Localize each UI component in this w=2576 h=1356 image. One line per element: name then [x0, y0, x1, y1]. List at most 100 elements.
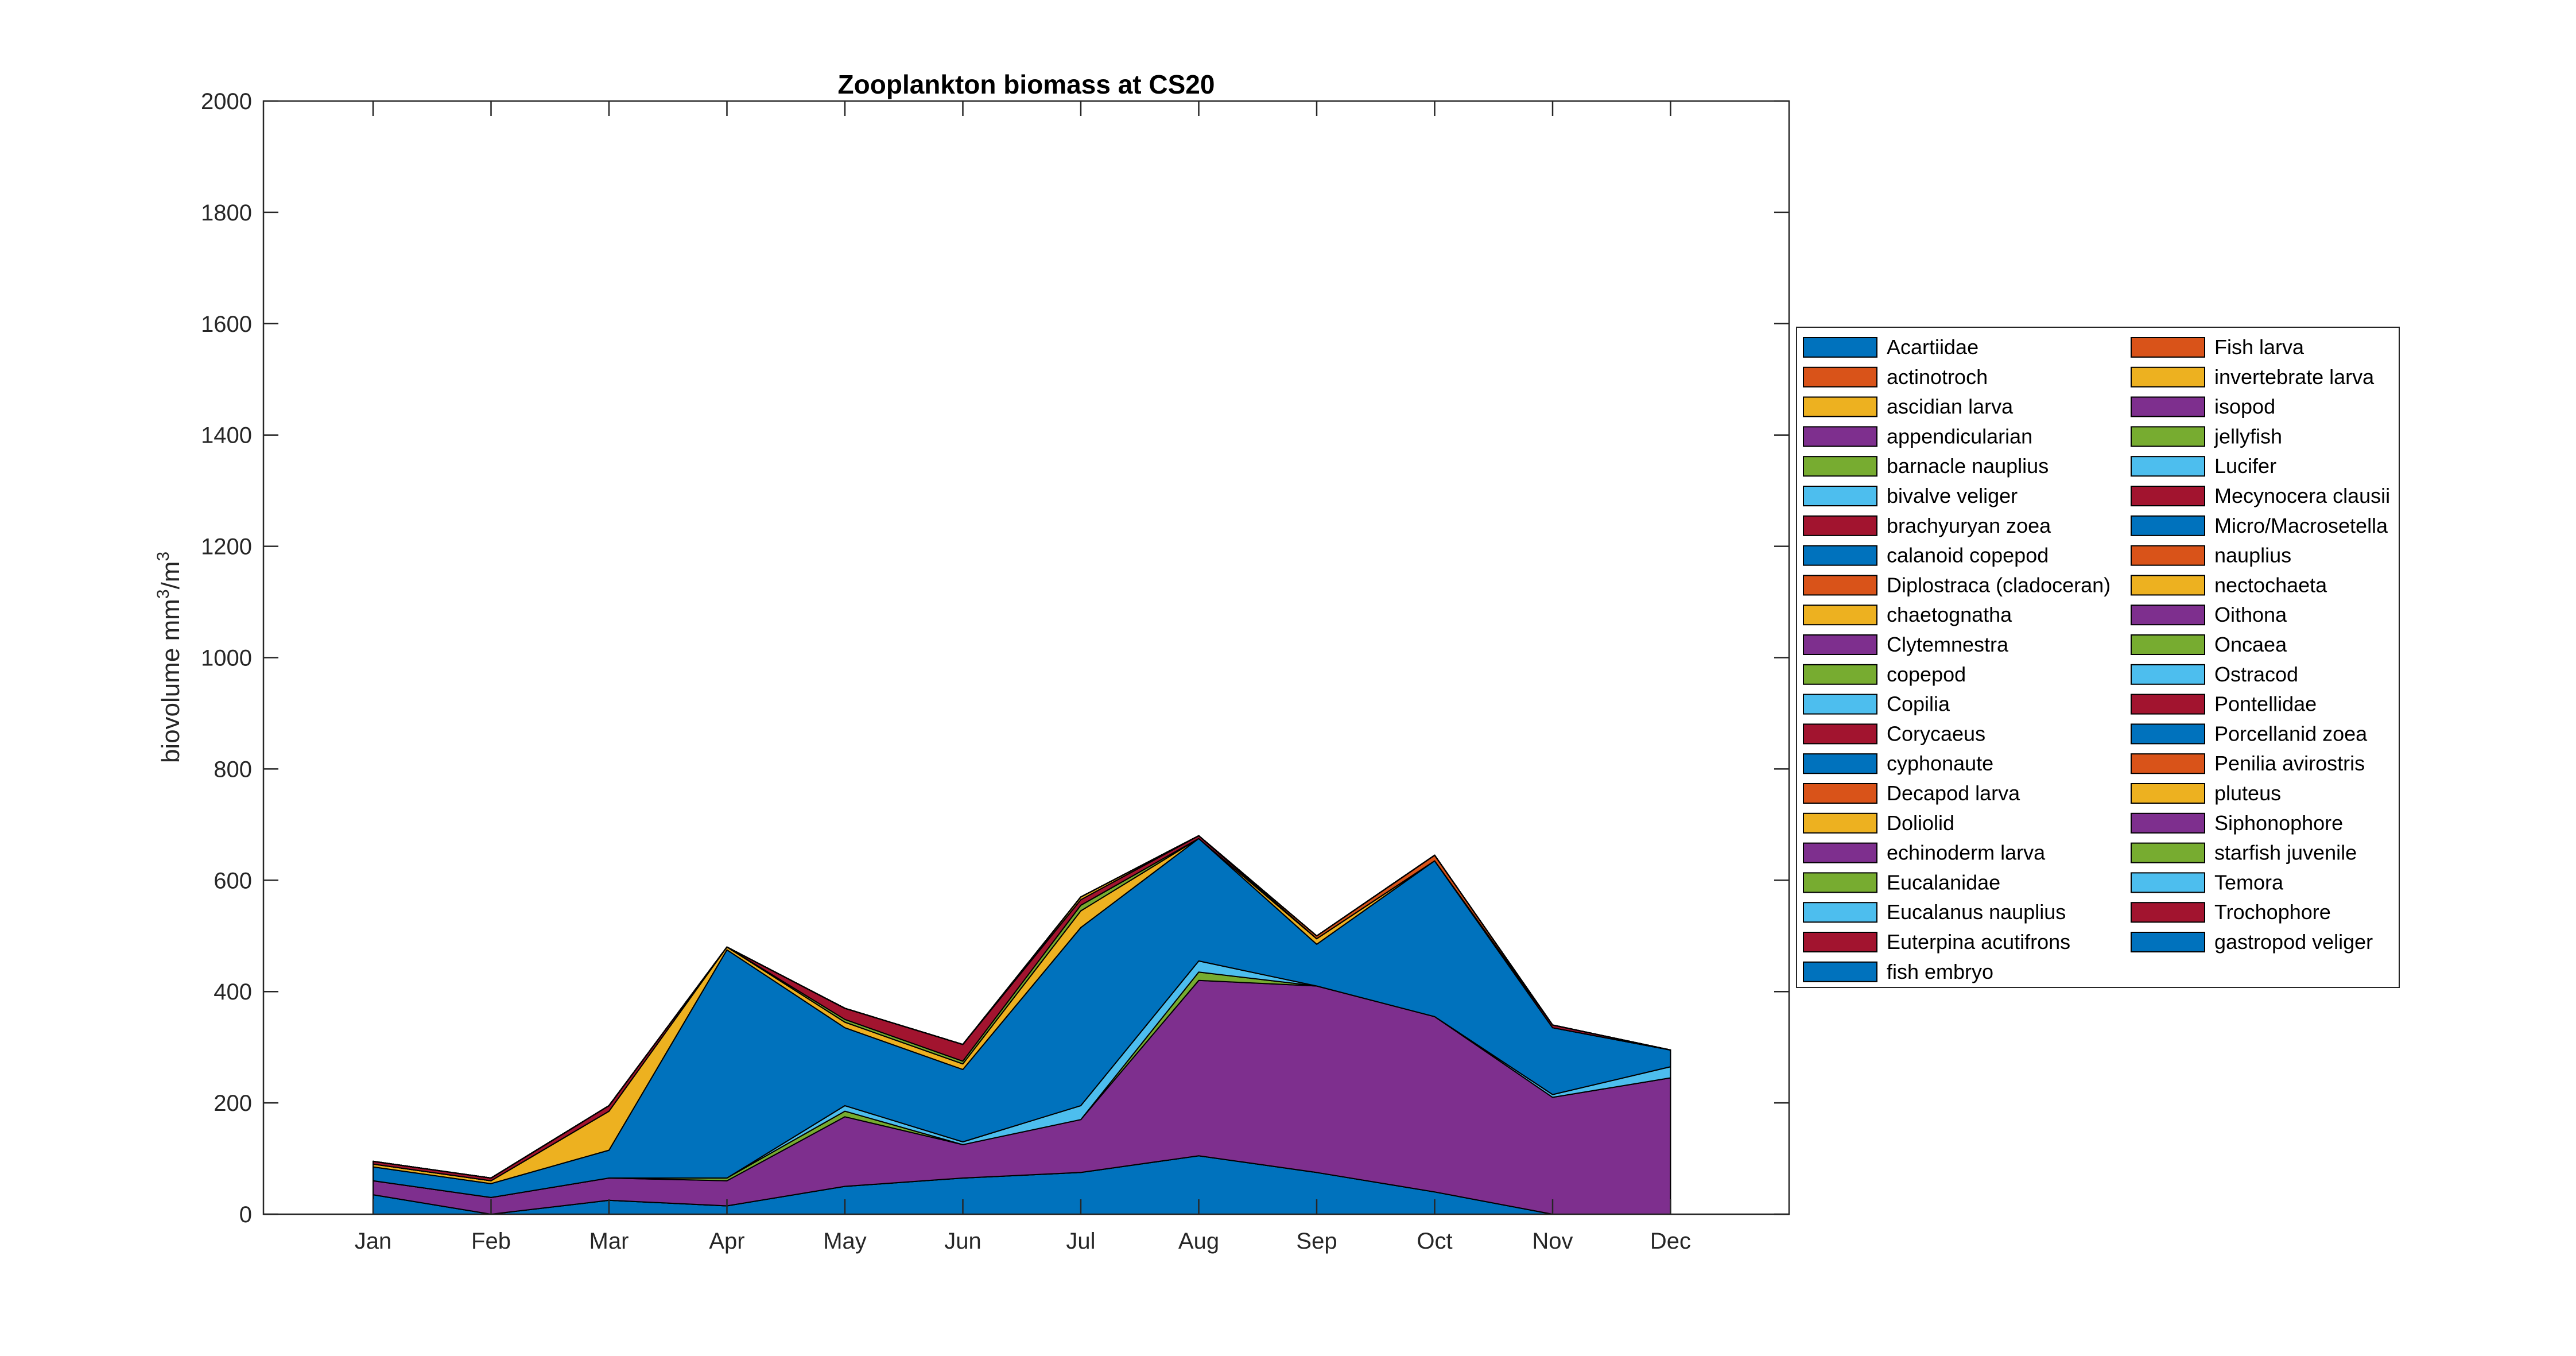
legend-label-1: actinotroch — [1887, 365, 1988, 389]
legend-swatch-25 — [2131, 426, 2205, 447]
y-tick-label-4: 800 — [214, 757, 252, 782]
legend-swatch-22 — [2131, 337, 2205, 358]
y-tick-label-8: 1600 — [201, 312, 252, 337]
legend-label-23: invertebrate larva — [2214, 365, 2375, 389]
legend-swatch-42 — [2131, 932, 2205, 952]
legend-label-17: echinoderm larva — [1887, 841, 2046, 865]
legend-label-30: nectochaeta — [2214, 573, 2327, 596]
axes: 0 200 400 600 800 1000 1200 1400 1600 1800 2000 Jan… — [201, 89, 1790, 1254]
x-tick-label-9: Oct — [1417, 1229, 1452, 1254]
legend-swatch-12 — [1803, 694, 1877, 715]
x-tick-label-5: Jun — [944, 1229, 981, 1254]
legend-label-38: Siphonophore — [2214, 811, 2343, 835]
legend-label-11: copepod — [1887, 662, 1966, 686]
legend-label-31: Oithona — [2214, 603, 2287, 626]
legend-swatch-7 — [1803, 545, 1877, 566]
legend-label-9: chaetognatha — [1887, 603, 2012, 626]
y-tick-label-7: 1400 — [201, 423, 252, 448]
legend-swatch-34 — [2131, 694, 2205, 715]
legend-label-37: pluteus — [2214, 781, 2281, 805]
legend-label-3: appendicularian — [1887, 424, 2032, 448]
legend-label-27: Mecynocera clausii — [2214, 484, 2390, 507]
legend-label-6: brachyuryan zoea — [1887, 514, 2051, 537]
legend-swatch-2 — [1803, 396, 1877, 417]
y-tick-label-6: 1200 — [201, 534, 252, 560]
legend-label-42: gastropod veliger — [2214, 930, 2373, 954]
legend-swatch-38 — [2131, 812, 2205, 834]
y-tick-label-10: 2000 — [201, 89, 252, 114]
legend-swatch-36 — [2131, 753, 2205, 774]
legend-swatch-39 — [2131, 842, 2205, 863]
legend-label-20: Euterpina acutifrons — [1887, 930, 2070, 954]
legend-swatch-41 — [2131, 902, 2205, 923]
legend-swatch-32 — [2131, 634, 2205, 655]
legend-label-40: Temora — [2214, 870, 2284, 894]
legend-swatch-31 — [2131, 605, 2205, 626]
x-tick-label-6: Jul — [1066, 1229, 1095, 1254]
legend-label-19: Eucalanus nauplius — [1887, 900, 2066, 924]
x-tick-label-0: Jan — [355, 1229, 392, 1254]
y-axis-title-sup2: 3 — [154, 552, 173, 561]
legend-label-18: Eucalanidae — [1887, 870, 2000, 894]
legend-label-36: Penilia avirostris — [2214, 751, 2365, 775]
legend-swatch-33 — [2131, 664, 2205, 685]
legend-swatch-27 — [2131, 486, 2205, 506]
legend-label-26: Lucifer — [2214, 454, 2276, 478]
legend-label-29: nauplius — [2214, 544, 2291, 567]
legend-label-21: fish embryo — [1887, 960, 1993, 983]
y-tick-label-9: 1800 — [201, 200, 252, 226]
legend: Acartiidae actinotroch ascidian larva appen… — [1796, 327, 2400, 988]
y-tick-label-2: 400 — [214, 979, 252, 1005]
stacked-areas — [373, 835, 1671, 1215]
legend-swatch-10 — [1803, 634, 1877, 655]
legend-label-39: starfish juvenile — [2214, 841, 2357, 865]
legend-label-0: Acartiidae — [1887, 335, 1978, 359]
legend-label-12: Copilia — [1887, 692, 1950, 716]
legend-label-24: isopod — [2214, 395, 2275, 419]
legend-label-22: Fish larva — [2214, 335, 2305, 359]
legend-box — [1796, 327, 2400, 988]
legend-label-13: Corycaeus — [1887, 722, 1985, 745]
area-series-42 — [373, 835, 1671, 1179]
legend-swatch-0 — [1803, 337, 1877, 358]
legend-swatch-28 — [2131, 515, 2205, 536]
legend-swatch-40 — [2131, 872, 2205, 893]
legend-swatch-37 — [2131, 783, 2205, 804]
y-tick-label-0: 0 — [239, 1202, 252, 1227]
x-tick-label-8: Sep — [1296, 1229, 1337, 1254]
legend-swatch-11 — [1803, 664, 1877, 685]
legend-swatch-18 — [1803, 872, 1877, 893]
y-axis-title-sup1: 3 — [154, 589, 173, 599]
y-axis-title-mid: /m — [157, 561, 185, 590]
legend-label-28: Micro/Macrosetella — [2214, 514, 2388, 537]
legend-swatch-8 — [1803, 575, 1877, 596]
legend-label-25: jellyfish — [2214, 424, 2282, 448]
legend-label-4: barnacle nauplius — [1887, 454, 2049, 478]
legend-swatch-13 — [1803, 723, 1877, 745]
legend-swatch-24 — [2131, 396, 2205, 417]
legend-label-35: Porcellanid zoea — [2214, 722, 2368, 745]
legend-swatch-17 — [1803, 842, 1877, 863]
x-tick-label-2: Mar — [589, 1229, 629, 1254]
legend-swatch-29 — [2131, 545, 2205, 566]
legend-swatch-5 — [1803, 486, 1877, 506]
legend-label-32: Oncaea — [2214, 633, 2287, 656]
legend-label-7: calanoid copepod — [1887, 544, 2049, 567]
x-tick-label-11: Dec — [1650, 1229, 1691, 1254]
legend-label-34: Pontellidae — [2214, 692, 2317, 716]
y-tick-label-1: 200 — [214, 1091, 252, 1116]
legend-swatch-1 — [1803, 366, 1877, 388]
x-tick-label-7: Aug — [1178, 1229, 1219, 1254]
legend-swatch-15 — [1803, 783, 1877, 804]
legend-label-2: ascidian larva — [1887, 395, 2014, 419]
legend-label-33: Ostracod — [2214, 662, 2298, 686]
y-axis-title-main: biovolume mm — [157, 599, 185, 763]
legend-label-15: Decapod larva — [1887, 781, 2020, 805]
legend-swatch-9 — [1803, 605, 1877, 626]
x-tick-label-4: May — [823, 1229, 867, 1254]
legend-label-14: cyphonaute — [1887, 751, 1993, 775]
y-tick-label-3: 600 — [214, 868, 252, 893]
legend-label-16: Doliolid — [1887, 811, 1954, 835]
legend-swatch-30 — [2131, 575, 2205, 596]
